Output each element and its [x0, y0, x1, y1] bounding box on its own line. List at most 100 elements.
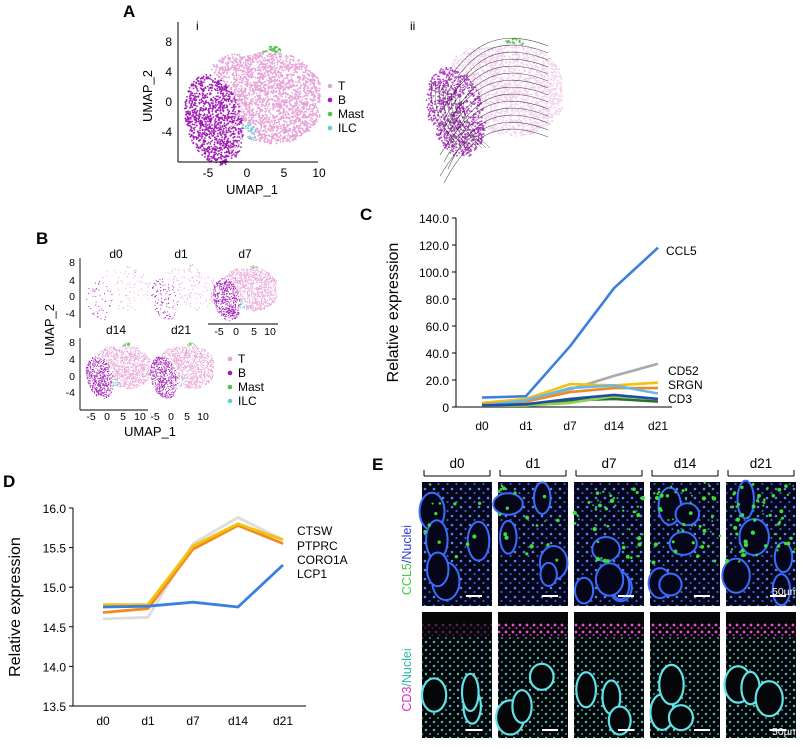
- umap-a-i-point: [220, 67, 223, 70]
- umap-a-i-point: [298, 110, 300, 113]
- umap-a-i-point: [225, 150, 228, 153]
- umap-a-i-point: [219, 141, 221, 143]
- umap-a-i-point: [272, 89, 275, 92]
- umap-a-ii-point: [473, 116, 476, 119]
- umap-a-ytick-3: -4: [161, 125, 172, 139]
- umap-a-i-point: [237, 135, 239, 137]
- umap-a-i-point: [201, 76, 203, 79]
- umap-a-i-point: [219, 76, 222, 78]
- umap-a-i-point: [192, 109, 194, 112]
- umap-a-i-point: [219, 60, 221, 62]
- umap-a-i-point: [244, 64, 247, 67]
- umap-a-ii-point: [545, 105, 548, 108]
- umap-a-i-point: [203, 95, 206, 98]
- umap-a-i-point: [316, 114, 319, 117]
- umap-a-i-point: [309, 126, 312, 128]
- umap-a-i-point: [209, 137, 212, 140]
- umap-a-xtick-3: 10: [312, 166, 326, 180]
- umap-a-i-point: [208, 123, 211, 126]
- umap-a-xlabel: UMAP_1: [226, 182, 278, 197]
- umap-a-ii-point: [438, 133, 440, 136]
- umap-a-i-point: [296, 102, 299, 105]
- umap-a-i-point: [189, 106, 192, 109]
- umap-a-i-point: [291, 131, 293, 134]
- umap-a-i-point: [258, 65, 260, 68]
- umap-a-i-point: [281, 85, 284, 87]
- umap-a-ii-point: [529, 63, 532, 66]
- umap-a-i-point: [263, 121, 266, 124]
- umap-a-i-point: [227, 141, 230, 144]
- umap-a-i-point: [185, 114, 187, 116]
- umap-a-i-point: [219, 96, 222, 99]
- umap-a-i-point: [296, 63, 298, 66]
- umap-a-i-point: [232, 112, 235, 115]
- umap-a-i-point: [285, 124, 288, 126]
- umap-a-i-point: [228, 116, 231, 119]
- umap-a-i-point: [204, 128, 207, 131]
- umap-a-i-point: [242, 110, 245, 113]
- umap-a-i-point: [303, 89, 305, 92]
- umap-a-i-point: [216, 84, 218, 87]
- umap-a-ii-point: [466, 61, 469, 63]
- umap-a-ii-point: [474, 81, 477, 84]
- umap-a-i-point: [229, 60, 232, 63]
- umap-a-i-point: [291, 92, 294, 94]
- umap-a-i-point: [238, 90, 241, 93]
- umap-a-i-point: [258, 92, 261, 94]
- umap-a-i-point: [318, 101, 321, 103]
- umap-a-i-point: [221, 106, 224, 109]
- umap-a-i-point: [284, 83, 286, 86]
- umap-a-i-point: [305, 80, 307, 82]
- umap-a-i-point: [275, 79, 278, 82]
- umap-a-i-point: [298, 81, 301, 84]
- umap-a-ytick-1: 4: [165, 65, 172, 79]
- umap-a-i-point: [257, 134, 260, 137]
- umap-a-i-point: [247, 127, 249, 129]
- umap-a-i-point: [299, 90, 301, 93]
- umap-a-i-point: [190, 134, 193, 137]
- umap-a-i-point: [220, 74, 223, 77]
- umap-a-i-point: [217, 123, 220, 126]
- umap-a-ii-point: [528, 132, 531, 135]
- umap-a-i-point: [211, 102, 214, 104]
- umap-a-i-point: [310, 124, 312, 126]
- umap-a-i-point: [264, 126, 266, 129]
- umap-a-i-point: [279, 140, 282, 143]
- umap-a-i-point: [275, 139, 278, 141]
- umap-a-ii-point: [474, 121, 477, 124]
- umap-a-i-point: [289, 94, 291, 97]
- umap-a-i-point: [316, 77, 318, 79]
- umap-a-i-point: [211, 113, 214, 116]
- umap-a-i-point: [301, 127, 304, 130]
- umap-a-i-point: [246, 98, 249, 101]
- umap-a-i-point: [309, 98, 311, 100]
- umap-a-ii-point: [528, 93, 531, 96]
- umap-a-i-point: [205, 122, 208, 125]
- umap-a-ii-point: [487, 127, 490, 130]
- umap-a-i-point: [246, 80, 249, 83]
- umap-a-i-point: [269, 130, 272, 133]
- umap-a-legend: T B Mast ILC: [327, 79, 365, 135]
- umap-a-ii-point: [440, 93, 443, 96]
- umap-a-i-point: [219, 107, 222, 109]
- umap-a-i-point: [279, 52, 282, 55]
- umap-a-i-point: [243, 102, 246, 105]
- umap-a-i-point: [292, 135, 295, 138]
- umap-a-i-point: [253, 133, 256, 136]
- umap-a-i-point: [250, 63, 253, 66]
- umap-a-i-point: [203, 89, 206, 91]
- umap-a-ii-point: [525, 50, 528, 52]
- umap-a-i-point: [231, 149, 233, 151]
- umap-a-i-point: [228, 93, 231, 96]
- umap-a-ii-point: [528, 52, 531, 54]
- umap-a-i-point: [203, 118, 206, 121]
- umap-a-ii-point: [444, 79, 446, 82]
- umap-a-i-point: [243, 114, 246, 117]
- umap-a-i-point: [301, 99, 303, 101]
- umap-a-i-point: [220, 90, 223, 93]
- umap-a-ii-point: [497, 120, 500, 123]
- umap-a-ii-point: [518, 83, 521, 86]
- umap-a-i-point: [272, 108, 275, 111]
- umap-a-i-point: [222, 69, 224, 72]
- umap-a-ii-point: [474, 52, 476, 54]
